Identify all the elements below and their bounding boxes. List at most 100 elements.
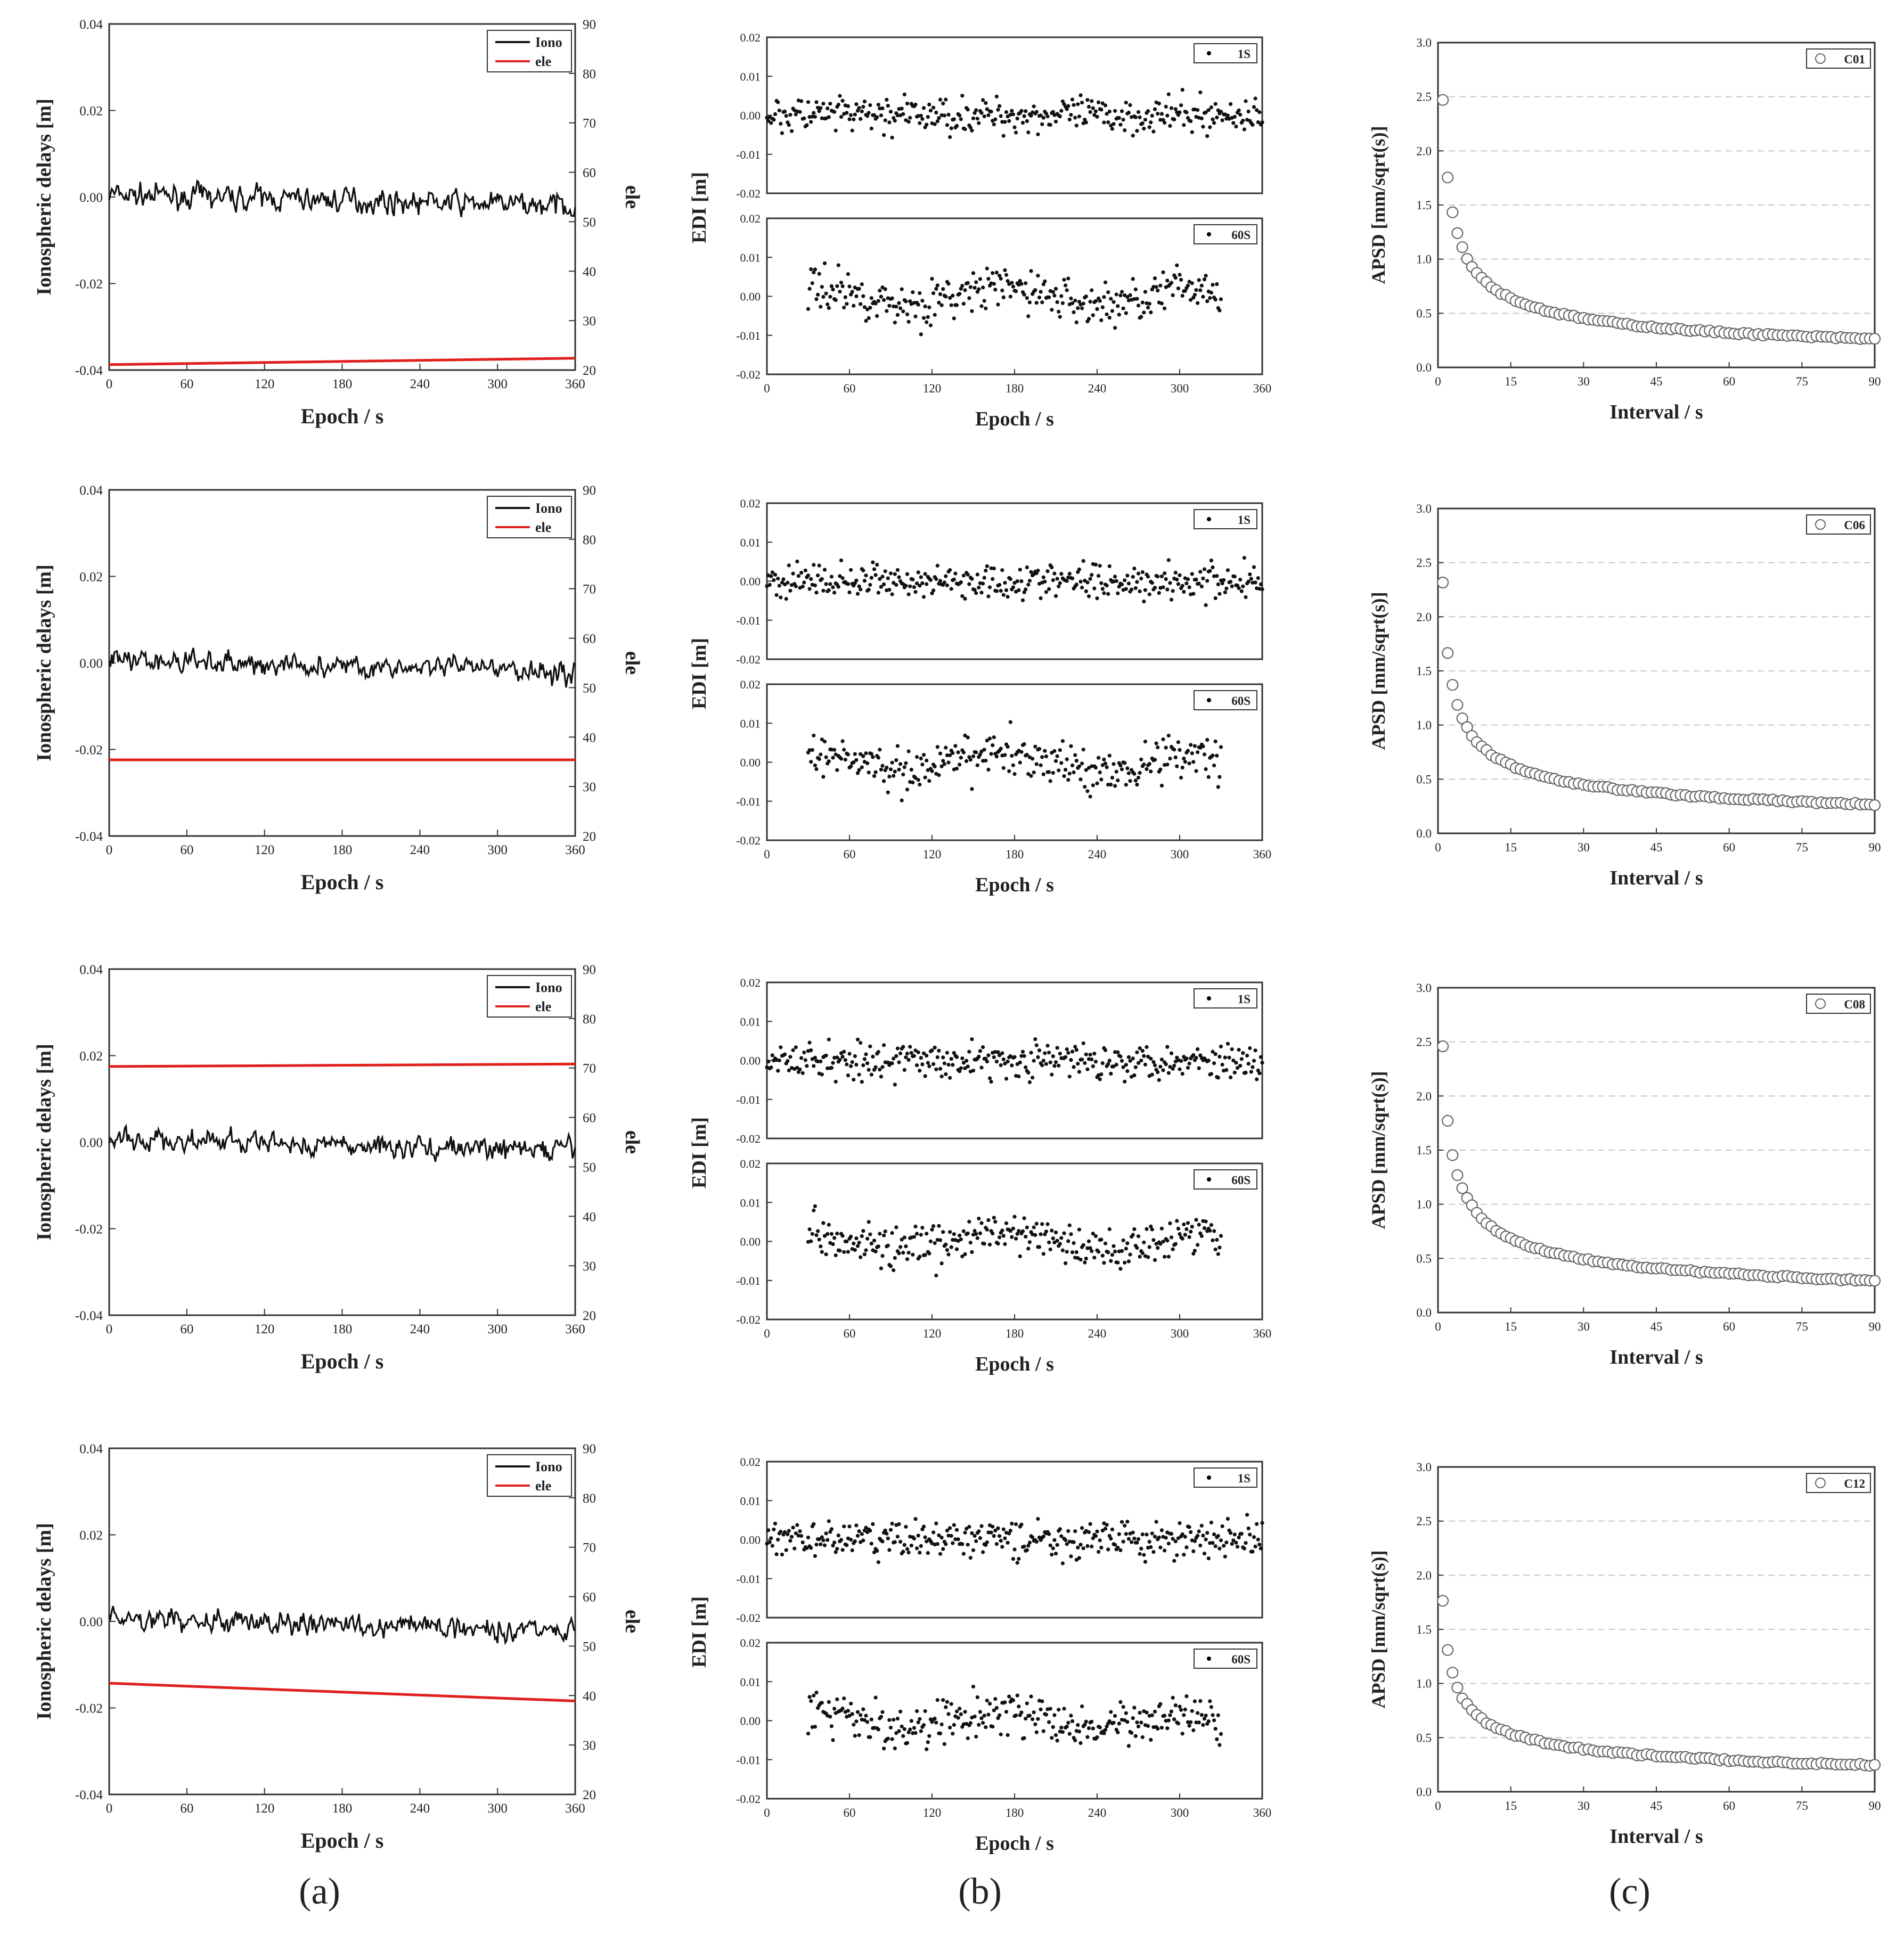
edi-point xyxy=(1059,109,1064,113)
edi-point xyxy=(1047,295,1051,299)
edi-point xyxy=(820,1250,824,1254)
edi-point xyxy=(906,749,911,753)
edi-point xyxy=(817,757,821,761)
edi-point xyxy=(1015,1232,1019,1236)
edi-legend-label: 1S xyxy=(1238,993,1251,1006)
apsd-ytick-label: 0.5 xyxy=(1416,773,1432,786)
ele-series-line xyxy=(109,1682,576,1702)
apsd-xtick-label: 15 xyxy=(1505,1320,1517,1333)
edi-ytick-label: -0.01 xyxy=(736,1753,761,1767)
edi-point xyxy=(1213,1544,1217,1548)
edi-point xyxy=(977,585,981,590)
edi-point xyxy=(985,564,989,568)
edi-point xyxy=(893,321,897,325)
edi-point xyxy=(1088,1053,1092,1057)
edi-point xyxy=(1191,1728,1196,1733)
edi-point xyxy=(1121,1238,1125,1242)
edi-point xyxy=(1182,1713,1186,1717)
edi-point xyxy=(1092,1052,1097,1056)
edi-point xyxy=(780,131,784,135)
edi-point xyxy=(925,122,929,127)
edi-point xyxy=(1192,1699,1197,1703)
edi-point xyxy=(1053,759,1058,763)
edi-point xyxy=(1216,1076,1220,1080)
edi-point xyxy=(959,756,963,760)
edi-point xyxy=(1026,772,1031,776)
edi-point xyxy=(1132,772,1137,776)
edi-point xyxy=(989,1530,993,1535)
edi-point xyxy=(1050,565,1054,570)
edi-ytick-label: -0.02 xyxy=(736,834,761,847)
edi-point xyxy=(1040,1063,1044,1068)
edi-point xyxy=(1076,102,1080,106)
edi-point xyxy=(1116,1730,1120,1734)
edi-point xyxy=(956,1537,960,1542)
edi-point xyxy=(1066,104,1071,108)
edi-point xyxy=(827,1519,831,1523)
edi-point xyxy=(923,572,927,576)
edi-point xyxy=(827,588,831,592)
edi-point xyxy=(1017,1557,1021,1561)
iono-series-line xyxy=(108,647,576,688)
edi-point xyxy=(871,560,875,564)
edi-point xyxy=(1019,1522,1024,1527)
edi-point xyxy=(1175,577,1179,581)
edi-point xyxy=(927,305,931,309)
edi-point xyxy=(954,1709,959,1713)
edi-xtick-label: 60 xyxy=(844,382,856,395)
edi-point xyxy=(913,1224,918,1228)
edi-point xyxy=(1220,1524,1224,1528)
edi-point xyxy=(857,1529,861,1534)
edi-point xyxy=(1126,581,1131,586)
edi-point xyxy=(1219,1538,1223,1543)
edi-point xyxy=(951,751,955,755)
edi-point xyxy=(810,748,814,752)
edi-point xyxy=(1029,113,1033,118)
edi-point xyxy=(1084,768,1088,772)
edi-point xyxy=(931,1224,936,1228)
edi-point xyxy=(986,277,991,281)
edi-point xyxy=(1053,594,1058,598)
edi-point xyxy=(960,1542,965,1546)
iono-ytick-label: -0.04 xyxy=(75,1788,103,1802)
edi-point xyxy=(987,1702,992,1706)
edi-point xyxy=(1215,1237,1219,1242)
edi-point xyxy=(974,750,978,755)
edi-point xyxy=(769,1536,773,1540)
edi-point xyxy=(1041,575,1045,579)
edi-point xyxy=(927,1734,931,1738)
edi-point xyxy=(813,267,817,272)
edi-point xyxy=(839,281,844,285)
edi-point xyxy=(1050,308,1054,312)
edi-point xyxy=(1209,1072,1213,1076)
edi-point xyxy=(912,1536,916,1540)
edi-point xyxy=(1044,754,1048,759)
edi-point xyxy=(890,1061,894,1065)
edi-xlabel: Epoch / s xyxy=(975,408,1054,430)
edi-point xyxy=(1135,1720,1139,1725)
edi-point xyxy=(1050,1553,1054,1557)
edi-point xyxy=(1206,108,1211,112)
edi-point xyxy=(1041,772,1045,776)
edi-point xyxy=(803,1058,807,1062)
edi-point xyxy=(981,98,985,102)
edi-point xyxy=(1124,1063,1128,1067)
edi-point xyxy=(872,567,877,571)
edi-point xyxy=(1139,1059,1143,1063)
edi-xtick-label: 60 xyxy=(844,1327,856,1340)
apsd-point xyxy=(1868,1759,1881,1771)
edi-ytick-label: 0.00 xyxy=(740,1534,761,1547)
edi-point xyxy=(1098,1538,1102,1543)
edi-point xyxy=(1027,1240,1032,1244)
edi-point xyxy=(1190,1225,1194,1229)
ele-ytick-label: 40 xyxy=(583,731,596,745)
edi-point xyxy=(996,302,1000,307)
edi-point xyxy=(1132,1706,1137,1710)
ele-ytick-label: 70 xyxy=(583,117,596,131)
edi-point xyxy=(1091,783,1095,788)
edi-point xyxy=(800,585,805,589)
edi-point xyxy=(1119,109,1124,113)
edi-point xyxy=(862,1057,867,1061)
edi-point xyxy=(890,296,894,300)
